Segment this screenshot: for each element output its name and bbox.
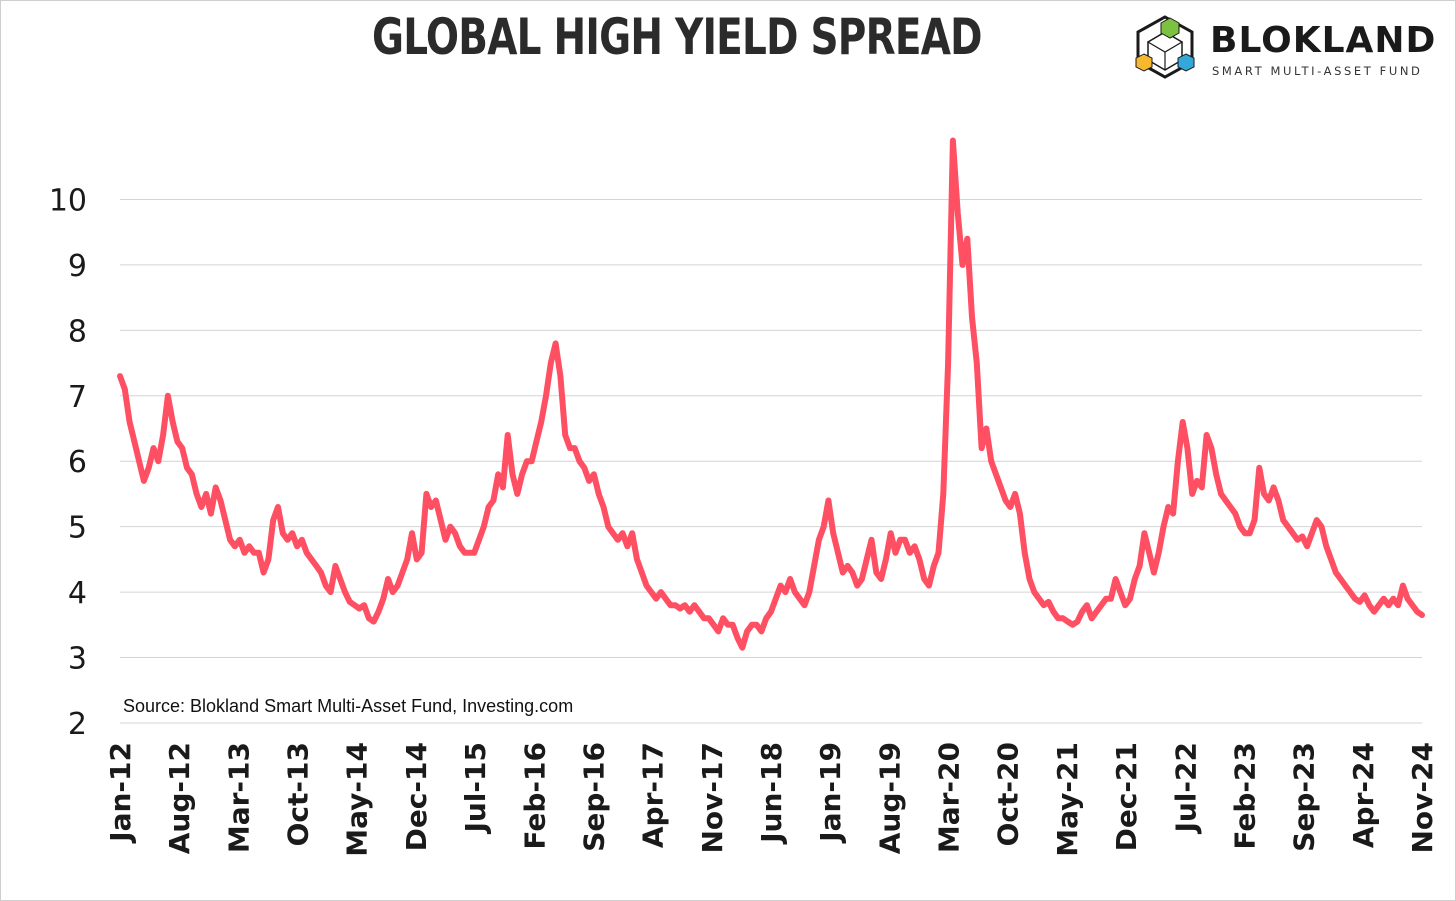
x-tick-label: Oct-20 [992,742,1025,846]
x-tick-label: Dec-21 [1110,742,1143,851]
x-tick-label: Apr-24 [1347,742,1380,848]
series-line [117,137,1425,651]
x-tick-label: Mar-20 [933,742,966,853]
y-tick-label: 4 [68,576,87,611]
x-tick-label: Feb-16 [518,742,551,850]
x-tick-label: Oct-13 [282,742,315,846]
x-tick-label: May-14 [341,742,374,857]
x-tick-label: Aug-19 [873,742,906,854]
x-tick-label: Mar-13 [222,742,255,853]
chart-title: GLOBAL HIGH YIELD SPREAD [372,8,983,66]
x-tick-label: Apr-17 [637,742,670,848]
x-tick-label: Aug-12 [163,742,196,854]
cube-icon [1135,15,1195,79]
y-tick-label: 10 [49,183,87,218]
x-tick-label: Jul-15 [459,742,492,835]
y-tick-label: 6 [68,445,87,480]
x-tick-label: Nov-24 [1406,742,1439,854]
x-tick-label: May-21 [1051,742,1084,857]
x-tick-label: Dec-14 [400,742,433,851]
y-tick-label: 3 [68,642,87,677]
brand-subtitle: SMART MULTI-ASSET FUND [1212,64,1423,78]
x-tick-label: Jun-18 [755,742,788,845]
y-axis: 2 3 4 5 6 7 8 9 10 [49,183,87,742]
brand-name: BLOKLAND [1210,20,1437,61]
grid-lines [120,198,1422,724]
blokland-logo [1135,15,1195,79]
y-tick-label: 5 [68,511,87,546]
x-tick-label: Sep-16 [577,742,610,852]
x-tick-label: Jan-19 [814,742,847,844]
y-tick-label: 8 [68,314,87,349]
x-tick-label: Jan-12 [104,742,137,844]
y-tick-label: 9 [68,249,87,284]
x-tick-label: Feb-23 [1228,742,1261,850]
source-annotation: Source: Blokland Smart Multi-Asset Fund,… [123,696,574,716]
y-tick-label: 2 [68,707,87,742]
y-tick-label: 7 [68,380,87,415]
x-tick-label: Jul-22 [1169,742,1202,835]
x-tick-label: Nov-17 [696,742,729,854]
x-axis: Jan-12 Aug-12 Mar-13 Oct-13 May-14 Dec-14 Jul-… [104,742,1439,857]
x-tick-label: Sep-23 [1288,742,1321,852]
